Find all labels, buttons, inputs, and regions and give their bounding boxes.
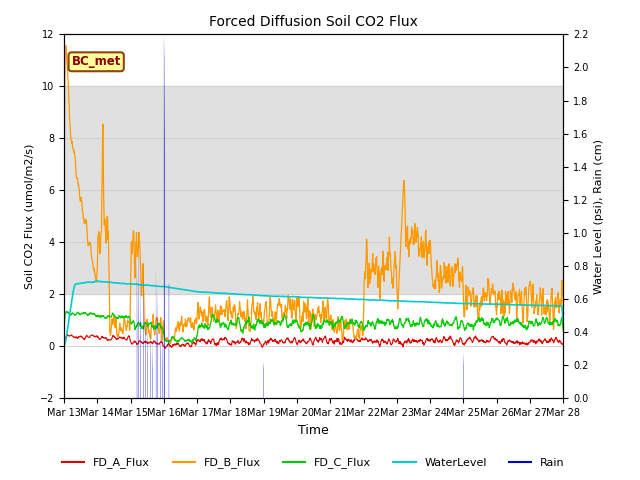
Title: Forced Diffusion Soil CO2 Flux: Forced Diffusion Soil CO2 Flux: [209, 15, 418, 29]
Text: BC_met: BC_met: [72, 55, 121, 68]
Legend: FD_A_Flux, FD_B_Flux, FD_C_Flux, WaterLevel, Rain: FD_A_Flux, FD_B_Flux, FD_C_Flux, WaterLe…: [58, 453, 570, 473]
X-axis label: Time: Time: [298, 424, 329, 437]
Y-axis label: Soil CO2 Flux (umol/m2/s): Soil CO2 Flux (umol/m2/s): [24, 144, 35, 289]
Bar: [64, 191, 563, 294]
Y-axis label: Water Level (psi), Rain (cm): Water Level (psi), Rain (cm): [594, 139, 604, 294]
Bar: [64, 86, 563, 191]
